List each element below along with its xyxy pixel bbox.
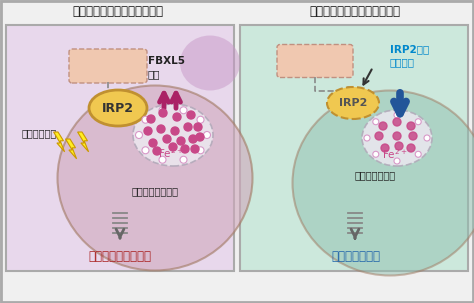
- Text: 過剰な鉄の抑制: 過剰な鉄の抑制: [355, 170, 396, 180]
- Ellipse shape: [203, 132, 210, 138]
- Circle shape: [393, 118, 401, 126]
- Text: 欠失: 欠失: [148, 69, 161, 79]
- Circle shape: [184, 123, 192, 131]
- Circle shape: [147, 115, 155, 123]
- Circle shape: [181, 145, 189, 153]
- Text: Fe$^{2+}$: Fe$^{2+}$: [382, 147, 408, 161]
- Ellipse shape: [133, 104, 213, 166]
- Ellipse shape: [415, 119, 421, 125]
- Ellipse shape: [159, 107, 166, 114]
- Polygon shape: [65, 139, 77, 159]
- Polygon shape: [54, 132, 64, 152]
- Ellipse shape: [292, 91, 474, 275]
- Ellipse shape: [373, 151, 379, 157]
- Ellipse shape: [180, 156, 187, 163]
- Ellipse shape: [89, 90, 147, 126]
- Circle shape: [153, 147, 161, 155]
- Ellipse shape: [142, 116, 149, 123]
- Ellipse shape: [362, 110, 432, 166]
- Circle shape: [171, 127, 179, 135]
- Circle shape: [177, 137, 185, 145]
- Ellipse shape: [180, 35, 240, 91]
- Ellipse shape: [364, 135, 370, 141]
- Ellipse shape: [394, 158, 400, 164]
- Text: 血液細胞の産生障害: 血液細胞の産生障害: [89, 251, 152, 264]
- Circle shape: [409, 132, 417, 140]
- FancyBboxPatch shape: [240, 25, 468, 271]
- Circle shape: [379, 122, 387, 130]
- FancyBboxPatch shape: [69, 49, 147, 83]
- Text: Fe$^{2+}$: Fe$^{2+}$: [158, 146, 184, 160]
- Text: FBXL5: FBXL5: [148, 56, 185, 66]
- FancyBboxPatch shape: [277, 45, 353, 78]
- Circle shape: [196, 133, 204, 141]
- Circle shape: [407, 122, 415, 130]
- Circle shape: [173, 113, 181, 121]
- Circle shape: [395, 142, 403, 150]
- Ellipse shape: [142, 147, 149, 154]
- Circle shape: [393, 132, 401, 140]
- Ellipse shape: [197, 147, 204, 154]
- Text: IRP2: IRP2: [102, 102, 134, 115]
- Ellipse shape: [136, 132, 143, 138]
- Text: 鉄過剰を標的とした治療開発: 鉄過剰を標的とした治療開発: [310, 5, 401, 18]
- Circle shape: [149, 139, 157, 147]
- Circle shape: [157, 125, 165, 133]
- Ellipse shape: [394, 112, 400, 118]
- Ellipse shape: [424, 135, 430, 141]
- Text: IRP2: IRP2: [339, 98, 367, 108]
- Circle shape: [169, 143, 177, 151]
- Ellipse shape: [415, 151, 421, 157]
- Text: 血液産生の回復: 血液産生の回復: [331, 251, 381, 264]
- Text: 標的療法: 標的療法: [390, 57, 415, 67]
- Circle shape: [191, 145, 199, 153]
- FancyBboxPatch shape: [6, 25, 234, 271]
- Circle shape: [159, 109, 167, 117]
- Circle shape: [187, 111, 195, 119]
- Polygon shape: [78, 132, 89, 152]
- Ellipse shape: [180, 107, 187, 114]
- Text: IRP2分子: IRP2分子: [390, 44, 429, 54]
- Circle shape: [163, 135, 171, 143]
- Text: 細胞内の鉄の増加: 細胞内の鉄の増加: [131, 186, 179, 196]
- Ellipse shape: [197, 116, 204, 123]
- Circle shape: [407, 144, 415, 152]
- Text: 鉄過剰による血液産生の障害: 鉄過剰による血液産生の障害: [73, 5, 164, 18]
- Circle shape: [144, 127, 152, 135]
- Ellipse shape: [373, 119, 379, 125]
- Circle shape: [375, 132, 383, 140]
- Ellipse shape: [327, 87, 379, 119]
- Circle shape: [381, 144, 389, 152]
- Ellipse shape: [57, 85, 253, 271]
- Ellipse shape: [159, 156, 166, 163]
- Text: 酸化ストレス: 酸化ストレス: [22, 128, 57, 138]
- Circle shape: [194, 123, 202, 131]
- Circle shape: [189, 135, 197, 143]
